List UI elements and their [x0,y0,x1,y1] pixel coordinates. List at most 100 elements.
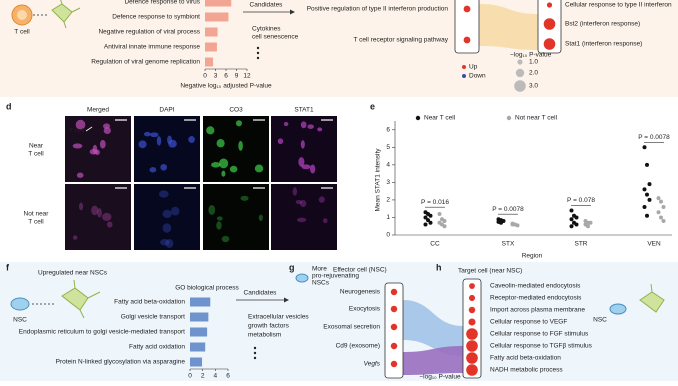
legend-label: 3.0 [529,83,538,90]
note: pro-rejuvenating [312,273,359,280]
p-value: P = 0.0078 [638,134,670,141]
row-label: Near [29,143,44,150]
point [659,215,663,220]
term-label: Antiviral innate immune response [104,44,200,51]
point [647,182,652,187]
point [423,222,428,227]
x-tick-label: STR [575,241,588,248]
cell-blob [78,202,84,211]
cell-blob [138,140,147,149]
cell-blob [254,164,264,173]
dot [546,2,553,8]
point [588,220,593,225]
cell-blob [188,136,195,144]
cell-blob [150,132,159,138]
panel-title: Upregulated near NSCs [38,270,108,277]
arrow-head [284,297,289,303]
cell-blob [216,139,225,148]
cell-blob [168,139,177,148]
cell-blob [76,172,84,178]
cell-label: NSC [593,317,607,324]
term-label: Fatty acid beta-oxidation [114,299,185,306]
candidate: cell senescence [252,34,299,41]
panel-title: Target cell (near NSC) [458,268,522,275]
cell-blob [91,205,99,216]
dot [543,18,556,30]
term-label: Receptor-mediated endocytosis [490,295,582,302]
point [645,213,649,218]
cell-blob [292,187,298,196]
point [647,197,652,202]
ellipsis [256,51,260,55]
dot [390,360,398,368]
term-label: Cellular response to FGF stimulus [490,331,589,338]
neuron-icon [639,283,665,313]
cell-blob [283,121,289,127]
cell-blob [208,204,216,215]
arrow-label: Candidates [244,290,278,297]
point [659,199,663,204]
y-tick-label: 2 [386,197,390,204]
flow-band [403,346,463,375]
cell-label: T cell [14,29,30,36]
term-label: Stat1 (interferon response) [565,41,642,48]
bar [205,0,232,7]
nsc-icon [609,303,627,315]
term-label: Cellular response to VEGF [490,319,567,326]
neuron-icon [51,0,81,29]
cell-blob [206,126,215,135]
cell-blob [301,164,311,170]
cell-blob [277,138,284,145]
cell-blob [103,127,111,134]
dot [390,342,398,350]
cell-blob [238,140,243,151]
cell-blob [72,143,83,149]
point [423,215,428,220]
dot [468,294,476,302]
pointer [85,126,93,132]
micrograph [134,116,200,182]
term-label: Exosomal secretion [323,324,380,331]
dot [466,340,478,352]
bar [205,57,214,67]
column-header: STAT1 [294,107,314,114]
cell-blob [219,158,229,169]
candidate: Extracellular vesicles [248,314,309,321]
dot [468,318,476,326]
cell-blob [258,214,263,221]
cell-blob [162,209,172,219]
legend-label: Near T cell [424,115,456,122]
legend-marker [415,115,421,121]
legend-title: −log₁₀ P-value [419,374,461,381]
cell-blob [143,131,151,137]
bar [190,342,206,352]
legend-label: Not near T cell [515,115,558,122]
ellipsis [256,56,260,60]
legend-label: Up [469,64,478,71]
ellipsis [256,46,260,50]
point [442,224,447,229]
legend-label: Down [469,73,486,80]
candidate: Cytokines [252,26,281,33]
cell-blob [309,164,316,174]
term-label: Import across plasma membrane [490,307,585,314]
x-axis-label: Negative log₁₀ adjusted P-value [180,83,272,90]
cell-blob [216,221,222,230]
column-header: Merged [87,107,109,114]
flow-band [403,300,463,356]
term-label: Positive regulation of type II interfero… [307,6,449,13]
p-value: P = 0.078 [567,197,595,204]
term-label: Cellular response to type II interferon [565,2,672,9]
y-tick-label: 6 [386,126,390,133]
effector-box [454,0,480,54]
x-tick-label: 9 [235,73,239,80]
cell-blob [298,157,305,167]
arrow-label: Candidates [250,2,284,9]
neuron-icon [61,279,101,319]
legend-size [514,80,526,92]
term-label: Protein N-linked glycosylation via aspar… [56,359,186,366]
point [642,204,647,209]
panel-label: h [436,262,442,272]
cell-blob [72,235,78,240]
y-tick-label: 4 [386,162,390,169]
